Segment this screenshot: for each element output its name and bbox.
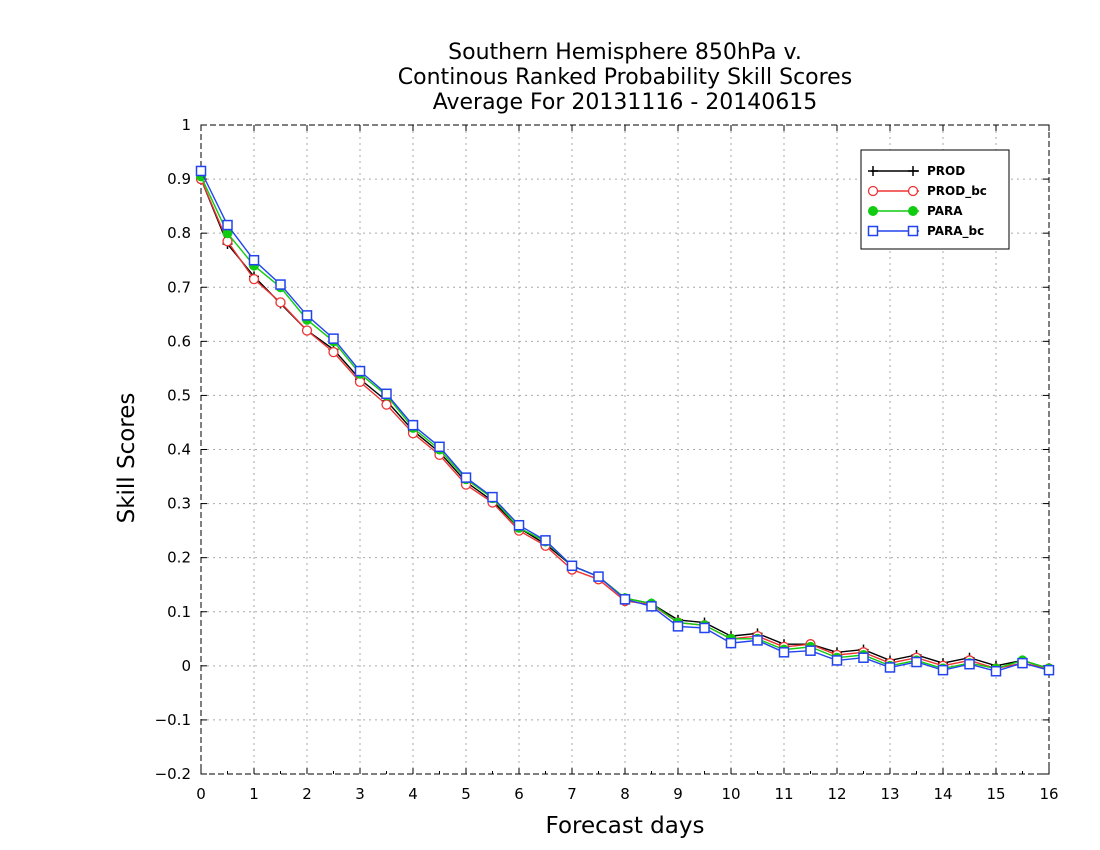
series-prod-bc-point xyxy=(275,297,286,308)
title-line-2: Continous Ranked Probability Skill Score… xyxy=(398,65,852,90)
series-para-bc-point xyxy=(566,560,578,572)
legend-marker xyxy=(867,185,879,197)
y-tick-label: 0.2 xyxy=(167,549,191,567)
series-para-bc-point xyxy=(381,388,392,400)
x-tick-label: 6 xyxy=(514,785,524,803)
y-tick-label: 0.5 xyxy=(167,386,191,404)
series-para-bc-point xyxy=(1017,657,1028,669)
legend-item-para-bc: PARA_bc xyxy=(867,224,984,239)
y-axis-label: Skill Scores xyxy=(114,393,140,524)
series-para-bc-point xyxy=(911,656,922,668)
x-tick-label: 11 xyxy=(774,785,793,803)
legend-label: PARA_bc xyxy=(927,224,984,239)
x-tick-label: 7 xyxy=(567,785,577,803)
series-layer xyxy=(195,165,1055,677)
legend-label: PROD xyxy=(927,164,965,178)
series-para-bc-point xyxy=(778,647,790,658)
series-prod-bc-point xyxy=(248,273,260,285)
legend-marker xyxy=(868,206,878,216)
y-tick-label: 0.3 xyxy=(167,495,191,513)
series-para-bc xyxy=(195,165,1055,677)
series-para-bc-point xyxy=(699,622,710,634)
series-para-bc-point xyxy=(434,441,445,453)
legend-item-prod-bc: PROD_bc xyxy=(867,184,987,199)
y-tick-label: 0.7 xyxy=(167,278,191,296)
legend-item-para: PARA xyxy=(868,204,963,218)
series-para-bc-point xyxy=(248,254,260,266)
x-axis-label: Forecast days xyxy=(546,813,705,839)
series-para-bc-point xyxy=(752,635,763,646)
x-tick-label: 2 xyxy=(302,785,312,803)
title-line-1: Southern Hemisphere 850hPa v. xyxy=(448,40,802,65)
series-prod-bc-point xyxy=(381,399,392,410)
legend: PROD PROD_bc PARA PARA_bc xyxy=(860,149,1010,250)
y-tick-label: −0.1 xyxy=(155,711,191,729)
series-para-bc-point xyxy=(328,333,339,344)
legend-items: PROD PROD_bc PARA PARA_bc xyxy=(867,164,987,239)
series-para-bc-point xyxy=(831,655,843,666)
title-line-3: Average For 20131116 - 20140615 xyxy=(433,90,818,115)
series-para-bc-point xyxy=(725,637,737,649)
series-para-bc-point xyxy=(672,621,684,632)
series-para-bc-point xyxy=(805,645,816,656)
x-tick-label: 4 xyxy=(408,785,418,803)
y-axis-ticks: −0.2 −0.1 0 0.1 0.2 0.3 0.4 0.5 0.6 0.7 0.8 0.9 1 xyxy=(155,116,1049,783)
legend-marker xyxy=(907,185,919,197)
x-tick-label: 14 xyxy=(933,785,952,803)
x-tick-label: 5 xyxy=(461,785,471,803)
x-tick-label: 9 xyxy=(673,785,683,803)
series-para-bc-point xyxy=(964,658,975,670)
chart-title: Southern Hemisphere 850hPa v. Continous … xyxy=(398,40,852,115)
series-para-bc-point xyxy=(460,472,472,483)
legend-label: PARA xyxy=(927,204,963,218)
series-para-bc-point xyxy=(195,165,207,177)
y-tick-label: 0.4 xyxy=(167,441,191,459)
x-tick-label: 10 xyxy=(721,785,740,803)
y-tick-label: 0.6 xyxy=(167,332,191,350)
series-para-bc-point xyxy=(990,665,1002,677)
x-tick-label: 8 xyxy=(620,785,630,803)
x-tick-label: 12 xyxy=(827,785,846,803)
y-tick-label: 1 xyxy=(181,116,191,134)
series-prod-bc-point xyxy=(328,346,339,358)
legend-item-prod: PROD xyxy=(868,164,965,178)
legend-box xyxy=(860,149,1010,250)
series-para-bc-point xyxy=(619,594,631,605)
x-tick-label: 3 xyxy=(355,785,365,803)
y-tick-label: 0.8 xyxy=(167,224,191,242)
series-para-bc-point xyxy=(275,279,286,290)
series-para-bc-point xyxy=(301,310,313,321)
x-tick-label: 1 xyxy=(249,785,259,803)
x-tick-label: 0 xyxy=(196,785,206,803)
x-axis-ticks: 0 1 2 3 4 5 6 7 8 9 10 11 12 13 14 15 16 xyxy=(196,125,1059,803)
series-para-bc-point xyxy=(937,664,949,676)
legend-marker xyxy=(908,206,918,216)
x-tick-label: 13 xyxy=(880,785,899,803)
series-para-bc-point xyxy=(354,365,366,377)
legend-marker xyxy=(867,225,879,237)
series-para-bc-point xyxy=(884,662,896,673)
x-tick-label: 15 xyxy=(986,785,1005,803)
x-tick-label: 16 xyxy=(1039,785,1058,803)
y-tick-label: 0.9 xyxy=(167,170,191,188)
series-para-bc-point xyxy=(540,535,551,546)
series-para-bc-point xyxy=(593,571,604,582)
series-para-bc-point xyxy=(487,491,498,503)
series-para-bc-point xyxy=(1043,664,1055,676)
series-prod-bc-point xyxy=(301,325,313,336)
y-tick-label: 0.1 xyxy=(167,603,191,621)
legend-marker xyxy=(868,166,878,176)
legend-marker xyxy=(907,225,919,237)
y-tick-label: 0 xyxy=(181,657,191,675)
series-para-bc-point xyxy=(646,601,657,612)
legend-label: PROD_bc xyxy=(927,184,987,199)
y-tick-label: −0.2 xyxy=(155,765,191,783)
legend-marker xyxy=(908,166,918,176)
series-para-bc-point xyxy=(513,519,525,531)
series-para-bc-point xyxy=(222,219,233,231)
series-para-bc-point xyxy=(407,419,419,431)
series-para-bc-point xyxy=(858,652,869,663)
